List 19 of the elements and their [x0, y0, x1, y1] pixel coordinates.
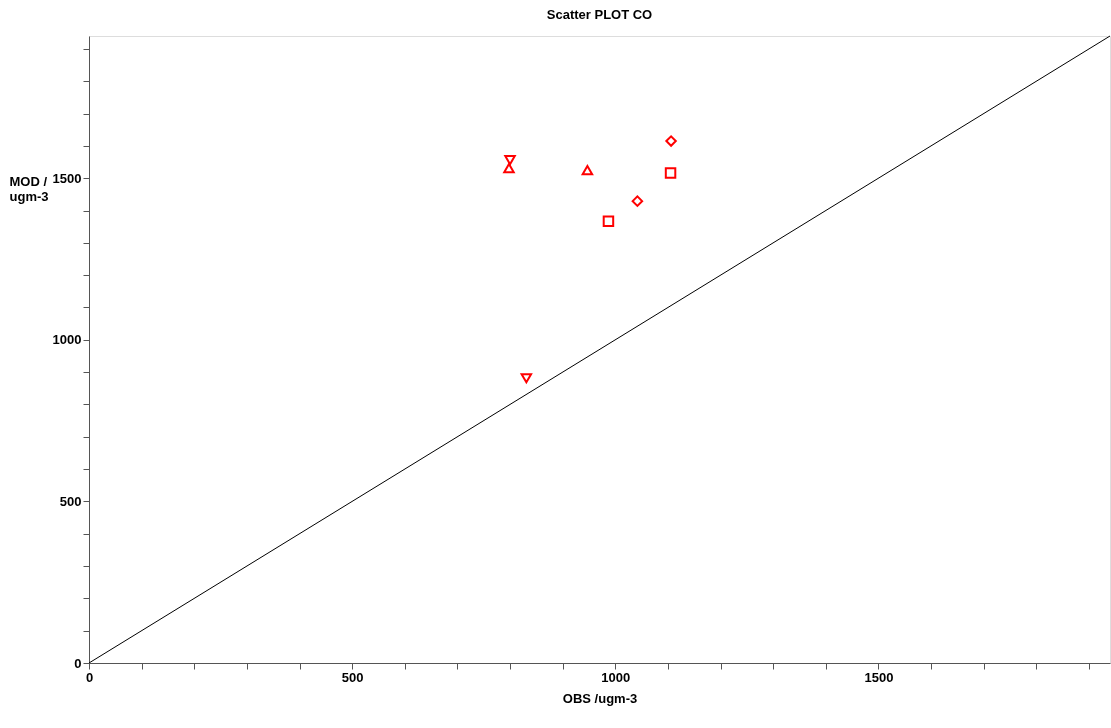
point: [631, 195, 644, 207]
y-tick-label: 500: [59, 493, 82, 509]
point: [504, 155, 516, 166]
x-axis-title: OBS /ugm-3: [562, 690, 638, 706]
x-tick-label: 500: [341, 669, 364, 685]
point: [665, 135, 677, 147]
point: [602, 215, 615, 227]
y-tick-label: 0: [74, 655, 82, 671]
point: [503, 163, 515, 174]
y-tick-label: 1500: [52, 170, 82, 186]
point: [581, 165, 594, 176]
chart-title: Scatter PLOT CO: [546, 6, 653, 22]
point: [520, 373, 533, 384]
x-tick-label: 0: [85, 669, 94, 685]
point: [664, 167, 677, 179]
x-tick-label: 1500: [864, 669, 894, 685]
y-tick-label: 1000: [52, 332, 82, 348]
x-tick-label: 1000: [601, 669, 631, 685]
y-axis-title: MOD / ugm-3: [9, 173, 49, 204]
